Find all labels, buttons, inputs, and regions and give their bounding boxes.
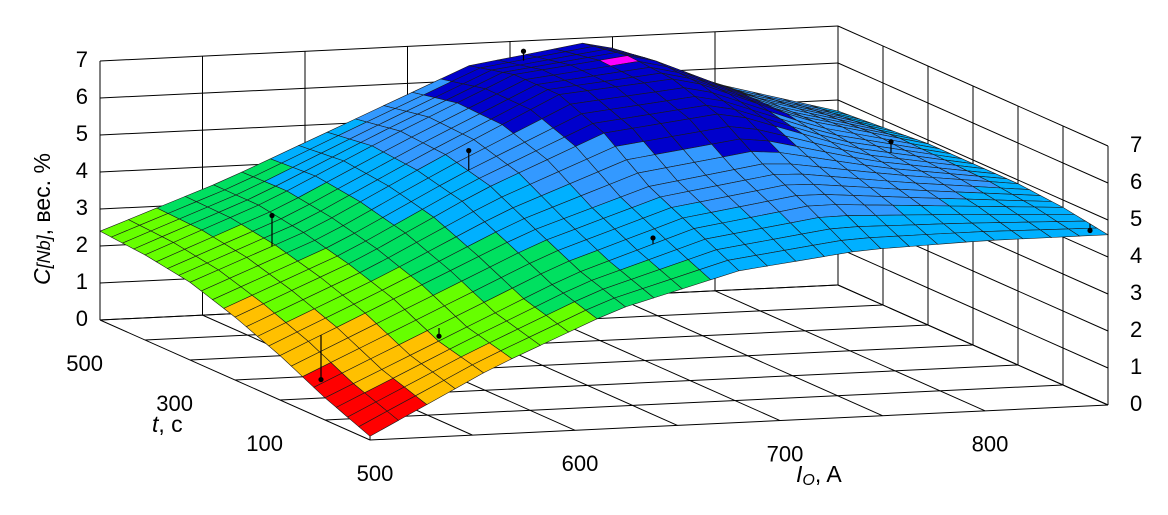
data-point — [466, 148, 472, 154]
data-point — [269, 212, 275, 219]
y-tick-label: 300 — [156, 391, 193, 416]
z-tick-label-left: 6 — [76, 84, 88, 109]
data-point — [650, 235, 656, 241]
x-tick-label: 700 — [767, 441, 804, 466]
x-tick-label: 600 — [562, 451, 599, 476]
y-tick-label: 100 — [246, 431, 283, 456]
floor-gridline — [369, 404, 1109, 441]
data-point — [318, 376, 324, 383]
z-tick-label-right: 2 — [1130, 317, 1142, 342]
z-tick-label-right: 7 — [1130, 132, 1142, 157]
y-tick-label: 500 — [66, 351, 103, 376]
z-tick-label-right: 4 — [1130, 243, 1142, 268]
z-tick-label-right: 0 — [1130, 391, 1142, 416]
data-point — [888, 139, 894, 145]
z-tick-label-left: 2 — [76, 232, 88, 257]
experimental-points — [269, 48, 1093, 383]
y-axis-label: t, с — [152, 411, 183, 437]
floor-gridline — [324, 384, 1064, 421]
z-axis-label: C[Nb], вес. % — [29, 153, 55, 285]
z-tick-label-right: 6 — [1130, 169, 1142, 194]
z-tick-label-left: 5 — [76, 121, 88, 146]
data-point — [520, 48, 527, 54]
data-point — [436, 333, 442, 339]
z-tick-label-right: 3 — [1130, 280, 1142, 305]
tick-labels: 0 1 2 3 4 5 6 7 0 1 2 3 4 5 6 7 500 600 700 800 100 300 500 — [66, 47, 1142, 486]
surface-patch — [358, 410, 399, 437]
z-tick-label-left: 0 — [76, 306, 88, 331]
z-tick-label-left: 1 — [76, 269, 88, 294]
z-tick-label-right: 1 — [1130, 354, 1142, 379]
surface — [99, 42, 1109, 437]
back-wall-gridline — [99, 25, 839, 62]
z-tick-label-right: 5 — [1130, 206, 1142, 231]
x-tick-label: 800 — [972, 432, 1009, 457]
z-tick-label-left: 7 — [76, 47, 88, 72]
z-tick-label-left: 4 — [76, 158, 88, 183]
z-tick-label-left: 3 — [76, 195, 88, 220]
x-axis-label: IO, A — [796, 461, 842, 489]
x-tick-label: 500 — [357, 461, 394, 486]
data-point — [1087, 227, 1093, 234]
